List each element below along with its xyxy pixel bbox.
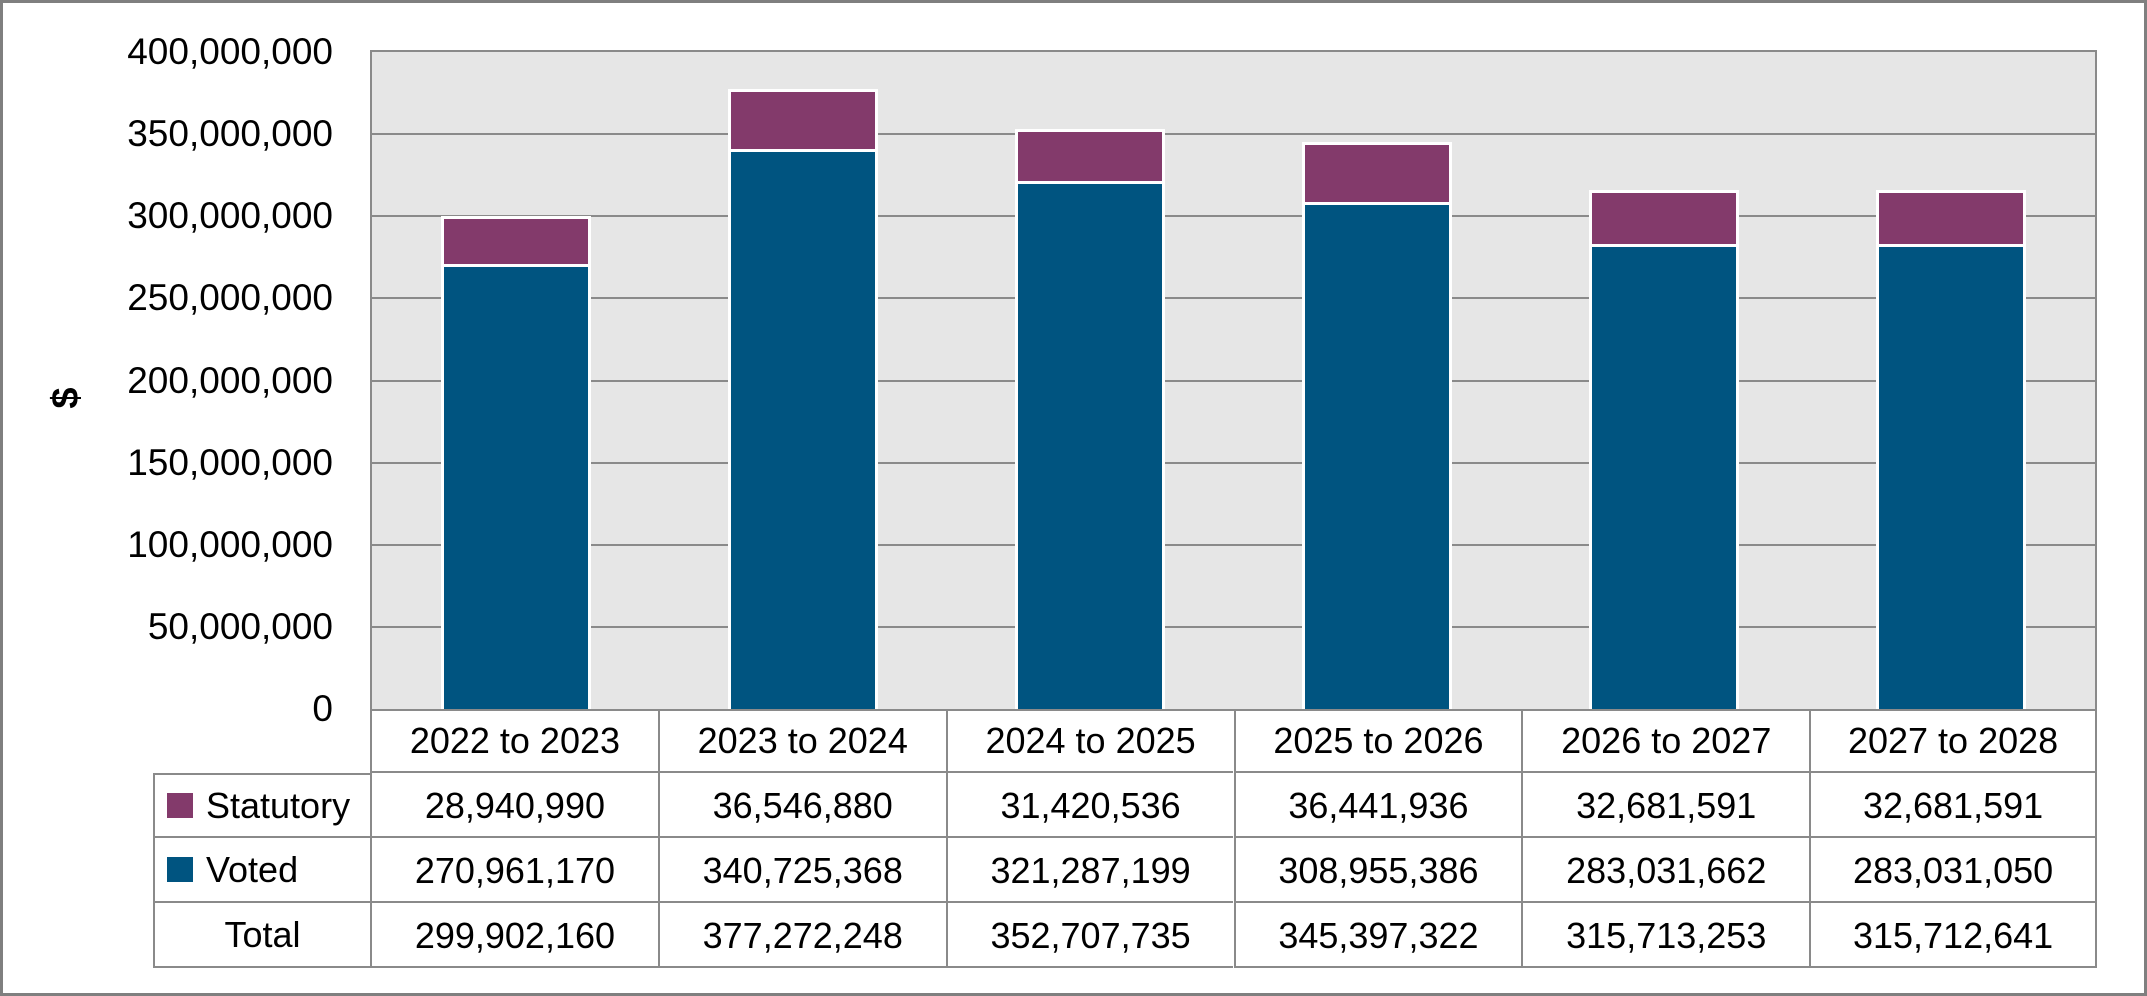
- y-axis-tick-label: 50,000,000: [147, 605, 333, 647]
- data-table: 2022 to 2023 2023 to 2024 2024 to 2025 2025…: [153, 711, 2097, 970]
- y-axis-tick-label: 200,000,000: [127, 359, 333, 401]
- value-cell-voted: 308,955,386: [1233, 838, 1522, 903]
- gridline: [372, 215, 2095, 218]
- bar-segment-voted: [441, 264, 591, 709]
- gridline: [372, 625, 2095, 628]
- value-cell-statutory: 31,420,536: [945, 773, 1234, 838]
- value-cell-total: 299,902,160: [370, 903, 658, 968]
- bar-segment-voted: [1015, 181, 1165, 709]
- value-cell-statutory: 36,546,880: [657, 773, 946, 838]
- value-cell-voted: 270,961,170: [370, 838, 658, 903]
- plot-area: [370, 50, 2097, 711]
- legend-key-statutory: [167, 793, 193, 818]
- gridline: [372, 543, 2095, 546]
- series-label-total: Total: [224, 913, 301, 955]
- bar-segment-voted: [1302, 202, 1452, 709]
- gridline: [372, 133, 2095, 136]
- value-cell-statutory: 28,940,990: [370, 773, 658, 838]
- y-axis-tick-label: 300,000,000: [127, 195, 333, 237]
- value-cell-total: 315,712,641: [1809, 903, 2097, 968]
- y-axis-tick-label: 350,000,000: [127, 113, 333, 155]
- category-header-cell: 2024 to 2025: [945, 711, 1234, 773]
- series-label-cell-voted: Voted: [153, 838, 370, 903]
- y-axis-tick-label: 250,000,000: [127, 277, 333, 319]
- value-cell-total: 352,707,735: [945, 903, 1234, 968]
- legend-key-voted: [167, 857, 193, 882]
- value-cell-statutory: 32,681,591: [1521, 773, 1810, 838]
- series-label-cell-statutory: Statutory: [153, 773, 370, 838]
- value-cell-voted: 283,031,662: [1521, 838, 1810, 903]
- category-header-cell: 2025 to 2026: [1233, 711, 1522, 773]
- value-cell-voted: 283,031,050: [1809, 838, 2097, 903]
- value-cell-voted: 321,287,199: [945, 838, 1234, 903]
- bar-segment-voted: [728, 149, 878, 709]
- bar-segment-statutory: [441, 216, 591, 264]
- category-header-cell: 2023 to 2024: [657, 711, 946, 773]
- category-header-cell: 2027 to 2028: [1809, 711, 2097, 773]
- value-cell-total: 315,713,253: [1521, 903, 1810, 968]
- bar-segment-voted: [1589, 244, 1739, 709]
- y-axis-tick-label: 150,000,000: [127, 441, 333, 483]
- bar-segment-statutory: [728, 89, 878, 149]
- y-axis-tick-label: 100,000,000: [127, 523, 333, 565]
- bar-segment-statutory: [1015, 129, 1165, 181]
- value-cell-statutory: 36,441,936: [1233, 773, 1522, 838]
- value-cell-statutory: 32,681,591: [1809, 773, 2097, 838]
- value-cell-voted: 340,725,368: [657, 838, 946, 903]
- bar-segment-statutory: [1589, 190, 1739, 244]
- gridline: [372, 379, 2095, 382]
- y-axis-tick-label: 400,000,000: [127, 31, 333, 72]
- bar-segment-statutory: [1302, 142, 1452, 202]
- series-label-cell-total: Total: [153, 903, 370, 968]
- y-axis-tick-label: 0: [312, 688, 333, 729]
- gridline: [372, 297, 2095, 300]
- table-corner-cell: [153, 711, 370, 773]
- bar-segment-voted: [1876, 244, 2026, 709]
- value-cell-total: 377,272,248: [657, 903, 946, 968]
- series-label-voted: Voted: [206, 848, 299, 890]
- category-header-cell: 2026 to 2027: [1521, 711, 1810, 773]
- gridline: [372, 461, 2095, 464]
- category-header-cell: 2022 to 2023: [370, 711, 658, 773]
- bar-segment-statutory: [1876, 190, 2026, 244]
- series-label-statutory: Statutory: [206, 784, 351, 826]
- value-cell-total: 345,397,322: [1233, 903, 1522, 968]
